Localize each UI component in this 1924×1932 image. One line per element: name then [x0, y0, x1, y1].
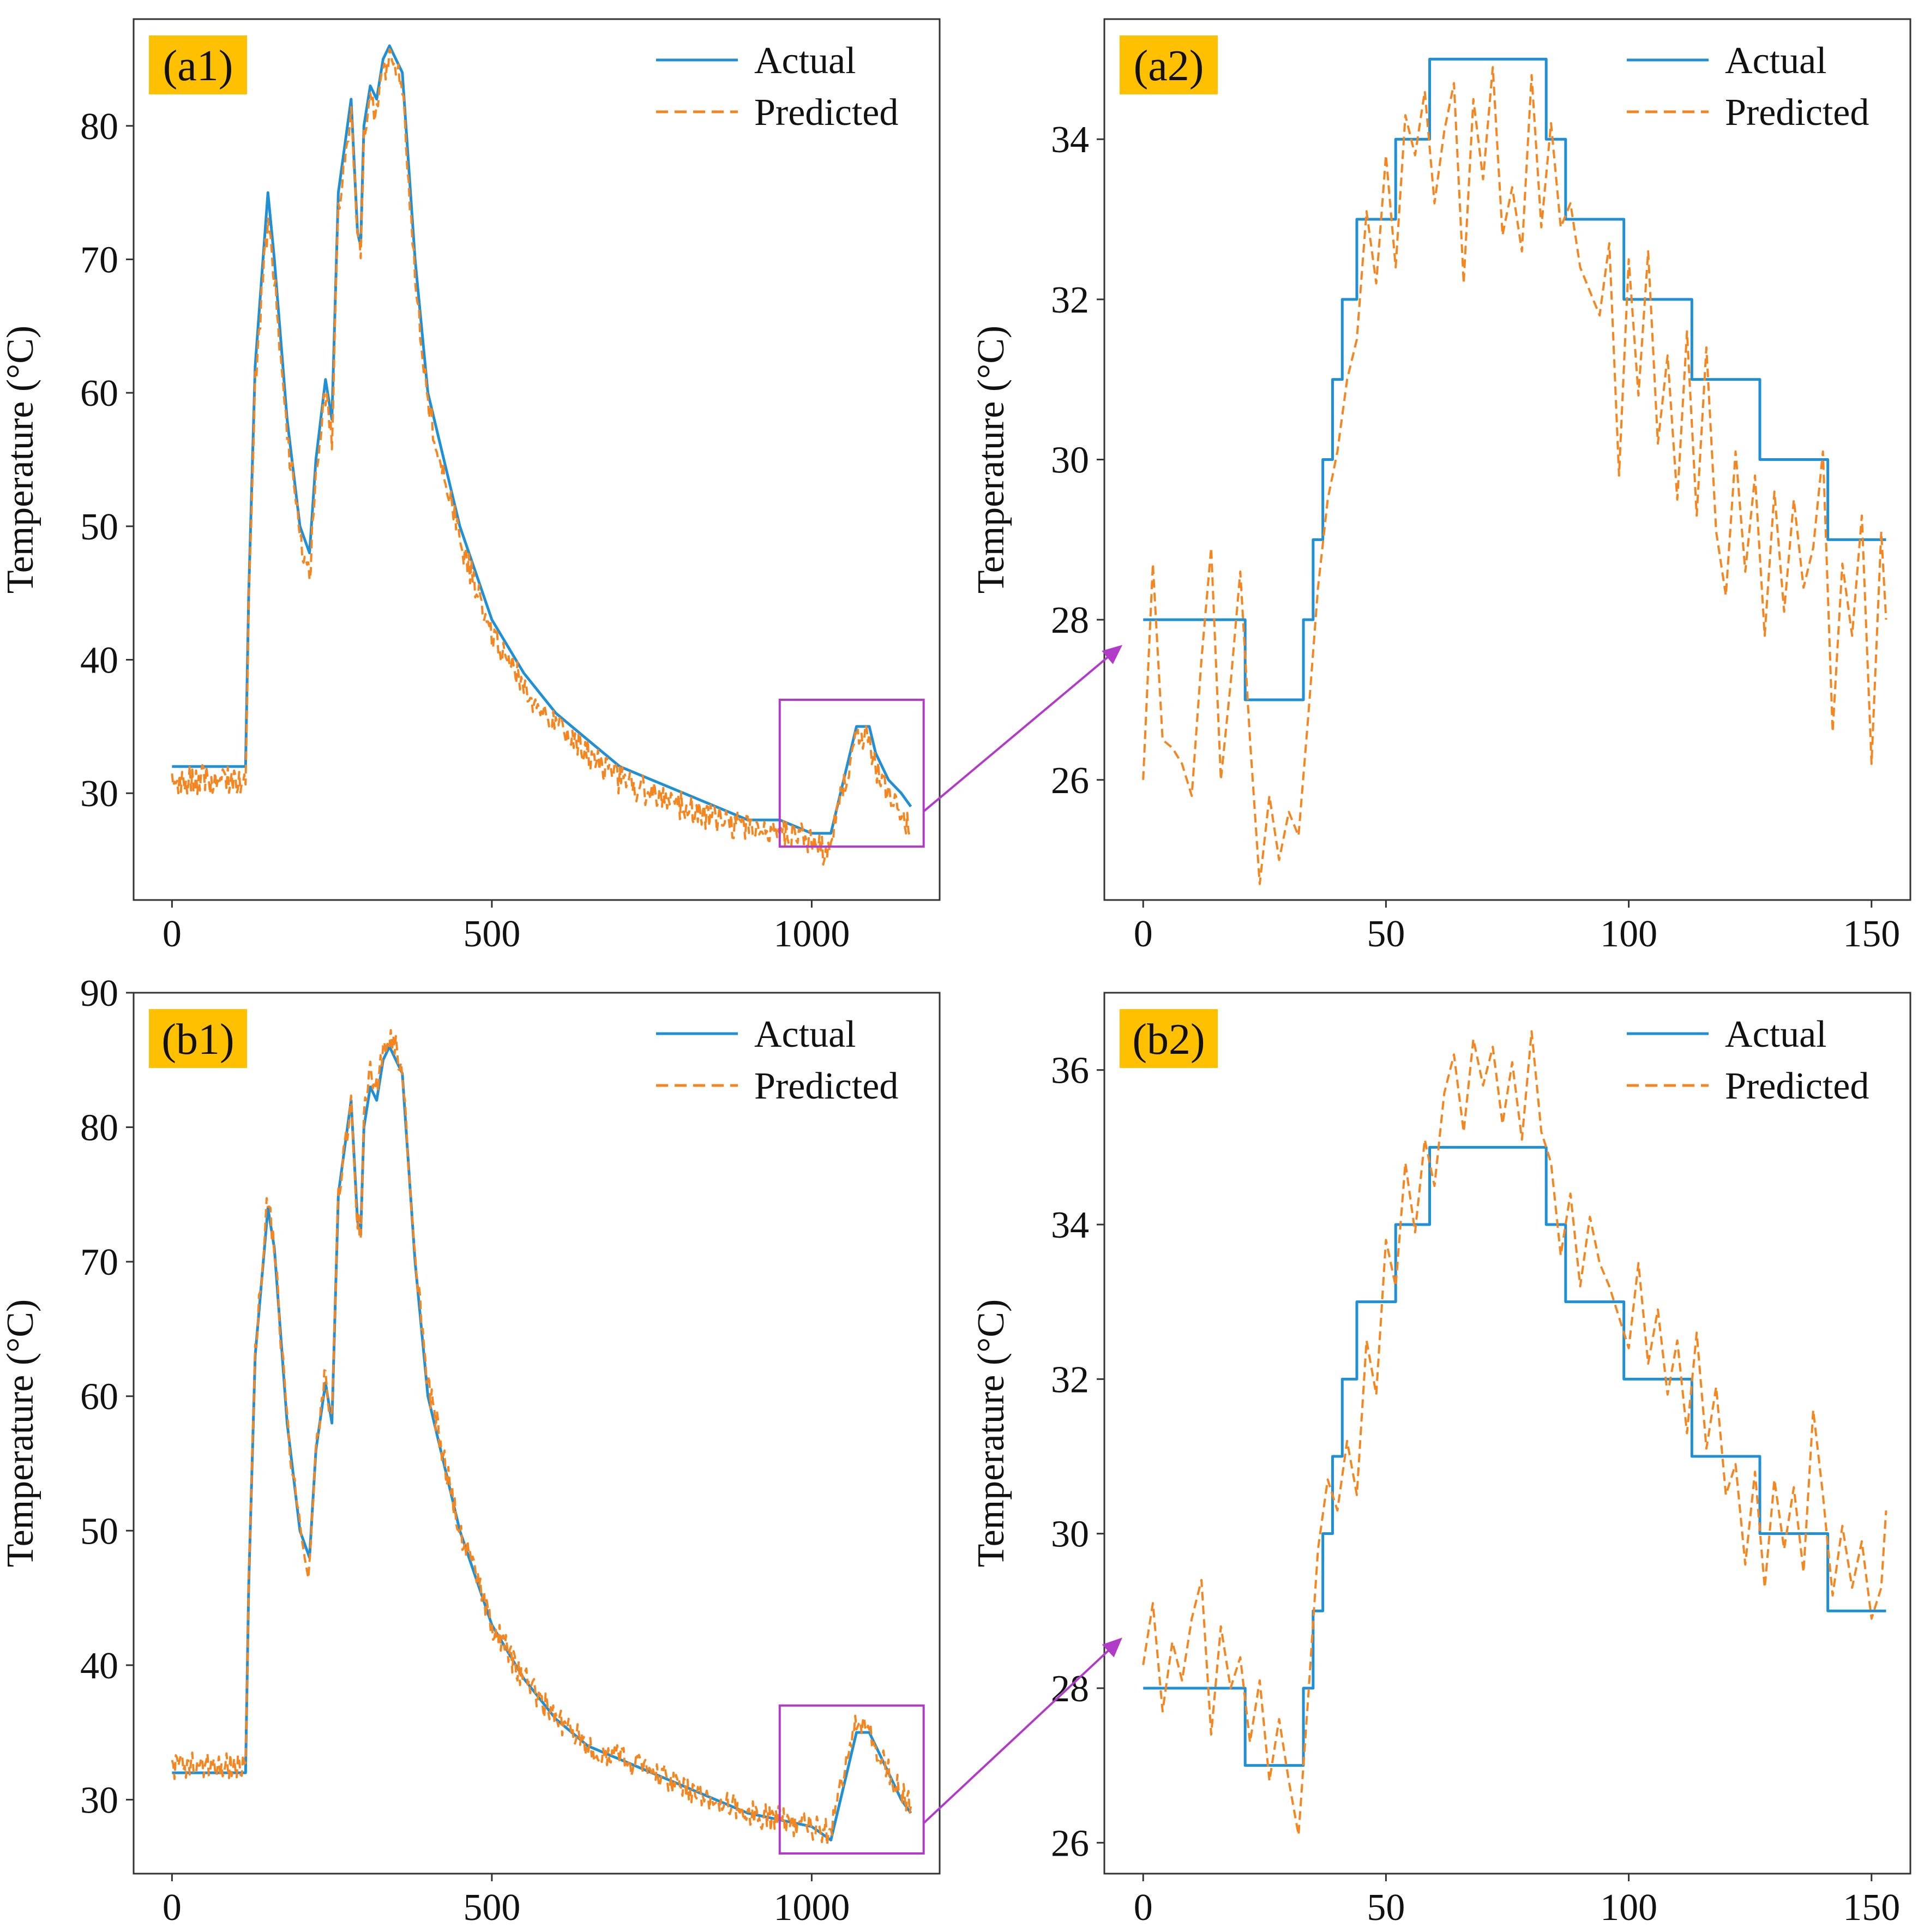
y-tick-label: 28: [1051, 599, 1089, 641]
y-tick-label: 70: [80, 1241, 118, 1283]
y-tick-label: 60: [80, 1376, 118, 1418]
zoom-connector-arrow: [923, 1637, 1122, 1824]
y-tick-label: 36: [1051, 1050, 1089, 1092]
legend-label-predicted: Predicted: [1725, 92, 1869, 134]
x-tick-label: 0: [1134, 913, 1153, 955]
x-tick-label: 50: [1367, 1887, 1405, 1929]
panel-label: (b1): [161, 1016, 234, 1064]
y-axis-label: Temperature (°C): [0, 326, 41, 593]
y-tick-label: 30: [80, 773, 118, 815]
x-tick-label: 150: [1843, 1887, 1900, 1929]
chart-panel-a2: 26 28 30 32 34 0 50 100 150 Temperature (°C) (a2) A…: [970, 18, 1911, 955]
axes-frame: [133, 18, 941, 901]
legend-label-actual: Actual: [754, 40, 856, 82]
actual-series-line: [172, 44, 912, 835]
y-tick-label: 80: [80, 1107, 118, 1149]
y-tick-label: 80: [80, 106, 118, 148]
x-tick-label: 1000: [773, 913, 850, 955]
legend-label-actual: Actual: [754, 1013, 856, 1055]
axes-frame: [1103, 18, 1911, 901]
legend-label-actual: Actual: [1725, 40, 1827, 82]
y-axis-label: Temperature (°C): [970, 1299, 1012, 1567]
y-tick-label: 34: [1051, 119, 1089, 161]
y-tick-label: 26: [1051, 1822, 1089, 1864]
plot-area: [171, 1029, 912, 1846]
y-tick-label: 32: [1051, 1359, 1089, 1401]
x-tick-label: 500: [463, 1887, 520, 1929]
panel-label-badge: [1120, 1009, 1218, 1068]
y-tick-label: 30: [80, 1779, 118, 1821]
actual-series-line: [172, 1045, 912, 1841]
y-tick-label: 90: [80, 973, 118, 1015]
panel-label: (b2): [1132, 1016, 1205, 1064]
y-tick-label: 60: [80, 373, 118, 415]
zoom-region-box: [778, 698, 925, 848]
x-tick-label: 0: [163, 1887, 182, 1929]
x-tick-label: 150: [1843, 913, 1900, 955]
chart-panel-a1: 30 40 50 60 70 80 0 500 1000 Temperature (°C) (a1)…: [0, 18, 941, 955]
x-tick-label: 0: [1134, 1887, 1153, 1929]
y-axis-label: Temperature (°C): [0, 1299, 41, 1567]
actual-series-line: [1143, 1145, 1886, 1767]
x-tick-label: 100: [1600, 913, 1657, 955]
axes-frame: [133, 992, 941, 1875]
predicted-series-line: [1142, 66, 1887, 885]
x-tick-label: 1000: [773, 1887, 850, 1929]
panel-label: (a2): [1134, 42, 1204, 90]
y-axis-label: Temperature (°C): [970, 326, 1012, 593]
legend-label-predicted: Predicted: [754, 1065, 898, 1107]
y-tick-label: 30: [1051, 1514, 1089, 1556]
y-tick-label: 32: [1051, 279, 1089, 321]
x-tick-label: 500: [463, 913, 520, 955]
zoom-connector-arrow: [923, 645, 1123, 813]
y-tick-label: 30: [1051, 440, 1089, 482]
y-tick-label: 40: [80, 640, 118, 682]
panel-label-badge: [149, 35, 247, 94]
y-tick-label: 34: [1051, 1204, 1089, 1246]
chart-panel-b1: 30 40 50 60 70 80 90 0 500 1000 Temperature (°C) (b…: [0, 973, 941, 1929]
legend-label-predicted: Predicted: [754, 92, 898, 134]
legend-label-actual: Actual: [1725, 1013, 1827, 1055]
predicted-series-line: [171, 1029, 912, 1846]
x-tick-label: 50: [1367, 913, 1405, 955]
predicted-series-line: [1142, 1030, 1887, 1837]
plot-area: [171, 44, 912, 866]
panel-label: (a1): [163, 42, 233, 90]
y-tick-label: 40: [80, 1645, 118, 1687]
plot-area: [1142, 57, 1887, 885]
x-tick-label: 0: [163, 913, 182, 955]
predicted-series-line: [171, 48, 912, 866]
y-tick-label: 70: [80, 239, 118, 281]
zoom-region-box: [778, 1704, 925, 1855]
x-tick-label: 100: [1600, 1887, 1657, 1929]
y-tick-label: 50: [80, 506, 118, 548]
y-tick-label: 50: [80, 1510, 118, 1552]
plot-area: [1142, 1030, 1887, 1837]
axes-frame: [1103, 992, 1911, 1875]
actual-series-line: [1143, 57, 1886, 701]
y-tick-label: 26: [1051, 760, 1089, 802]
panel-label-badge: [149, 1009, 247, 1068]
legend-label-predicted: Predicted: [1725, 1065, 1869, 1107]
panel-label-badge: [1120, 35, 1218, 94]
